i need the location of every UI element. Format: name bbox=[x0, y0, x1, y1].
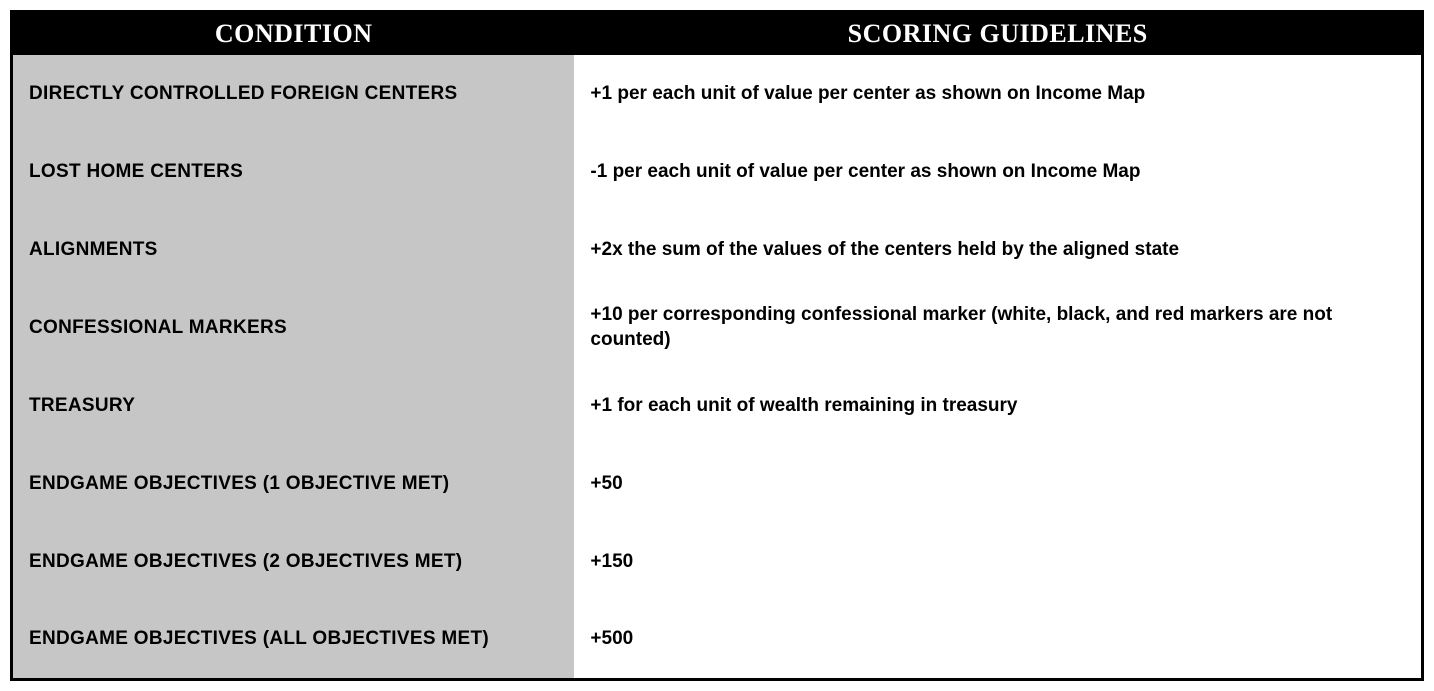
header-row: CONDITION SCORING GUIDELINES bbox=[12, 12, 1423, 56]
scoring-cell: -1 per each unit of value per center as … bbox=[574, 133, 1422, 211]
condition-cell: DIRECTLY CONTROLLED FOREIGN CENTERS bbox=[12, 55, 575, 133]
table-row: ALIGNMENTS +2x the sum of the values of … bbox=[12, 211, 1423, 289]
scoring-cell: +150 bbox=[574, 523, 1422, 601]
table-row: ENDGAME OBJECTIVES (ALL OBJECTIVES MET) … bbox=[12, 601, 1423, 679]
table-row: TREASURY +1 for each unit of wealth rema… bbox=[12, 367, 1423, 445]
condition-cell: TREASURY bbox=[12, 367, 575, 445]
condition-cell: ALIGNMENTS bbox=[12, 211, 575, 289]
table-row: ENDGAME OBJECTIVES (2 OBJECTIVES MET) +1… bbox=[12, 523, 1423, 601]
condition-cell: ENDGAME OBJECTIVES (2 OBJECTIVES MET) bbox=[12, 523, 575, 601]
condition-cell: LOST HOME CENTERS bbox=[12, 133, 575, 211]
table-row: DIRECTLY CONTROLLED FOREIGN CENTERS +1 p… bbox=[12, 55, 1423, 133]
condition-cell: CONFESSIONAL MARKERS bbox=[12, 289, 575, 367]
scoring-cell: +1 per each unit of value per center as … bbox=[574, 55, 1422, 133]
table-row: LOST HOME CENTERS -1 per each unit of va… bbox=[12, 133, 1423, 211]
scoring-cell: +500 bbox=[574, 601, 1422, 679]
condition-cell: ENDGAME OBJECTIVES (ALL OBJECTIVES MET) bbox=[12, 601, 575, 679]
scoring-cell: +2x the sum of the values of the centers… bbox=[574, 211, 1422, 289]
scoring-cell: +50 bbox=[574, 445, 1422, 523]
scoring-cell: +1 for each unit of wealth remaining in … bbox=[574, 367, 1422, 445]
header-condition: CONDITION bbox=[12, 12, 575, 56]
scoring-table: CONDITION SCORING GUIDELINES DIRECTLY CO… bbox=[10, 10, 1424, 681]
header-scoring: SCORING GUIDELINES bbox=[574, 12, 1422, 56]
table-row: ENDGAME OBJECTIVES (1 OBJECTIVE MET) +50 bbox=[12, 445, 1423, 523]
condition-cell: ENDGAME OBJECTIVES (1 OBJECTIVE MET) bbox=[12, 445, 575, 523]
table-row: CONFESSIONAL MARKERS +10 per correspondi… bbox=[12, 289, 1423, 367]
scoring-cell: +10 per corresponding confessional marke… bbox=[574, 289, 1422, 367]
